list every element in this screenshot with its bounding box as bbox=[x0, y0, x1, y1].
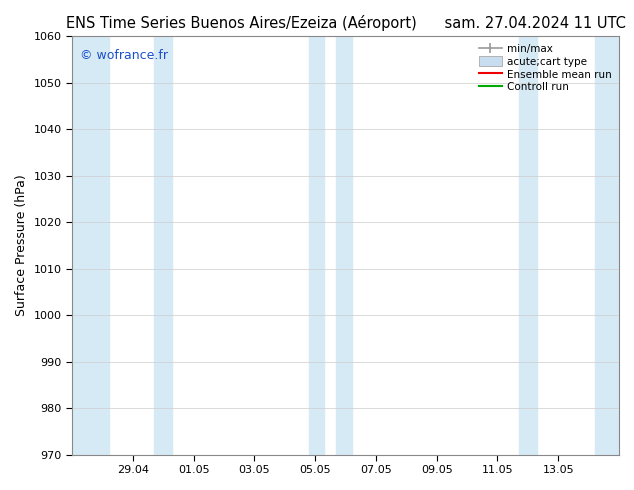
Bar bbox=[309, 36, 324, 455]
Bar bbox=[595, 36, 619, 455]
Bar bbox=[154, 36, 172, 455]
Title: ENS Time Series Buenos Aires/Ezeiza (Aéroport)      sam. 27.04.2024 11 UTC: ENS Time Series Buenos Aires/Ezeiza (Aér… bbox=[65, 15, 626, 31]
Text: © wofrance.fr: © wofrance.fr bbox=[81, 49, 168, 62]
Y-axis label: Surface Pressure (hPa): Surface Pressure (hPa) bbox=[15, 174, 28, 317]
Bar bbox=[519, 36, 537, 455]
Bar bbox=[337, 36, 352, 455]
Legend: min/max, acute;cart type, Ensemble mean run, Controll run: min/max, acute;cart type, Ensemble mean … bbox=[475, 40, 616, 97]
Bar bbox=[72, 36, 108, 455]
